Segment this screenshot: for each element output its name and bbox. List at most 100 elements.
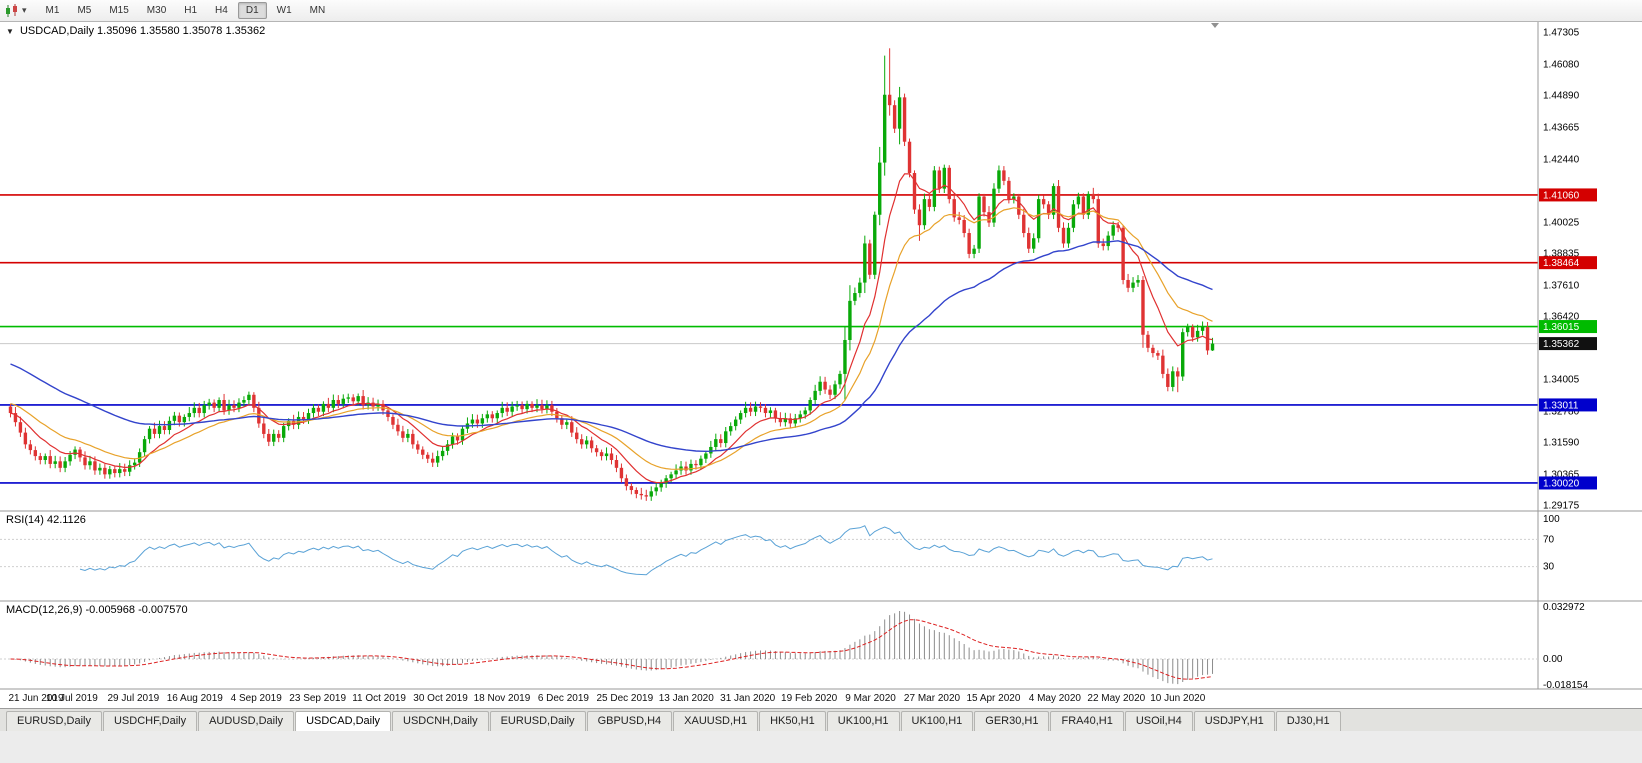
chart-tab-eurusd-daily[interactable]: EURUSD,Daily [6,711,102,731]
chart-tab-eurusd-daily[interactable]: EURUSD,Daily [489,711,586,731]
candle-body [828,389,832,395]
candle-body [808,399,812,411]
current-price-badge[interactable] [1539,337,1597,351]
candle-body [301,416,306,420]
candle-body [306,413,311,420]
chart-tab-audusd-daily[interactable]: AUDUSD,Daily [198,711,295,731]
chart-tab-uk100-h1[interactable]: UK100,H1 [826,711,900,731]
candle-body [654,487,658,492]
candle-body [579,439,584,445]
chart-canvas[interactable]: 1.47305 1.46080 1.44890 1.43665 1.42440 1.400… [0,22,1642,708]
candle-body [430,458,435,463]
rsi-pane: 100 70 30 [0,514,1560,576]
candle-body [73,449,77,455]
candle-body [629,486,634,491]
price-tick: 1.36420 [1543,311,1580,322]
dropdown-caret-icon[interactable]: ▾ [22,5,27,15]
candle-body [1096,199,1100,244]
level-badge-1.33011[interactable] [1539,398,1597,412]
candle-body [604,453,609,457]
chart-tab-usoil-h4[interactable]: USOil,H4 [1124,711,1193,731]
candle-body [252,394,256,408]
candle-body [684,466,688,471]
timeframe-button-h4[interactable]: H4 [215,5,228,16]
chart-tab-fra40-h1[interactable]: FRA40,H1 [1050,711,1124,731]
candle-body [783,418,788,423]
chart-tab-gbpusd-h4[interactable]: GBPUSD,H4 [586,711,673,731]
date-label: 27 Mar 2020 [904,693,961,704]
candle-body [450,436,455,445]
candle-body [952,199,956,218]
price-tick: 1.46080 [1543,59,1580,70]
candle-body [187,413,191,417]
timeframe-button-m5[interactable]: M5 [77,5,92,16]
chart-tab-usdchf-daily[interactable]: USDCHF,Daily [102,711,198,731]
candle-body [1185,326,1190,333]
chart-tab-ger30-h1[interactable]: GER30,H1 [974,711,1050,731]
candle-body [336,399,341,404]
chart-tab-usdjpy-h1[interactable]: USDJPY,H1 [1193,711,1275,731]
level-badge-1.36015[interactable] [1539,320,1597,334]
timeframe-button-mn[interactable]: MN [309,5,326,16]
date-label: 6 Dec 2019 [538,693,590,704]
candle-body [1141,279,1145,335]
candle-body [823,381,827,390]
candle-body [719,439,723,444]
candle-body [63,461,67,468]
candle-body [619,467,624,479]
chart-tab-dj30-h1[interactable]: DJ30,H1 [1275,711,1341,731]
chart-menu-icon[interactable] [4,3,20,18]
timeframe-button-h1[interactable]: H1 [184,5,198,16]
candle-body [525,403,529,410]
candle-body [917,209,922,226]
timeframe-button-w1[interactable]: W1 [276,5,292,16]
candle-body [123,469,127,472]
candle-body [281,426,286,438]
candle-body [445,444,450,451]
timeframe-button-d1[interactable]: D1 [237,2,267,19]
candle-body [515,405,519,407]
candle-body [729,426,733,432]
candle-body [217,399,221,408]
candle-body [748,407,753,412]
chart-shift-marker[interactable] [1211,23,1219,28]
timeframe-button-m30[interactable]: M30 [146,5,167,16]
candle-body [455,436,460,441]
candle-body [753,406,758,412]
level-badge-1.41060[interactable] [1539,188,1597,202]
candle-body [709,446,713,454]
chart-tab-usdcnh-daily[interactable]: USDCNH,Daily [392,711,489,731]
candle-body [758,406,763,408]
chart-tab-uk100-h1[interactable]: UK100,H1 [900,711,974,731]
timeframe-button-m1[interactable]: M1 [45,5,60,16]
candle-body [664,478,668,484]
level-badge-1.38464[interactable] [1539,256,1597,270]
candle-body [977,196,981,249]
candle-body [485,414,490,419]
chart-tab-xauusd-h1[interactable]: XAUUSD,H1 [673,711,759,731]
candle-body [1091,193,1096,200]
candle-body [768,410,773,414]
chart-tab-usdcad-daily[interactable]: USDCAD,Daily [295,711,392,731]
candle-body [589,440,594,449]
candle-body [634,490,639,494]
level-badge-1.30020[interactable] [1539,476,1597,490]
candle-body [639,493,644,496]
price-axis-badges: 1.41060 1.38464 1.36015 1.33011 1.30020 1.353… [1539,188,1597,490]
candle-body [892,105,897,129]
candle-body [1200,326,1205,331]
candle-body [182,416,187,423]
candle-body [262,423,266,434]
chart-tab-hk50-h1[interactable]: HK50,H1 [759,711,826,731]
candle-body [1151,347,1155,354]
candle-body [853,293,857,301]
candle-body [222,399,226,411]
candle-body [1156,353,1160,356]
timeframe-button-m15[interactable]: M15 [109,5,129,16]
candle-body [23,432,28,445]
candle-body [838,373,842,385]
candle-body [475,419,480,424]
candle-body [848,300,852,340]
